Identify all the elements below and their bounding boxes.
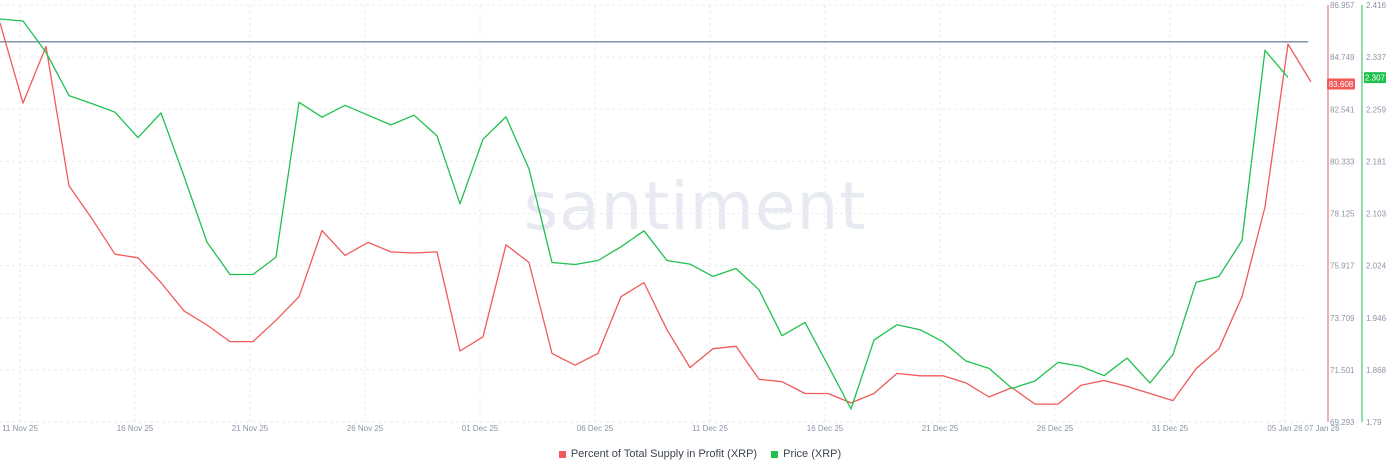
left-tick-label: 73.709 xyxy=(1330,314,1355,323)
x-tick-label: 21 Nov 25 xyxy=(232,424,269,433)
x-tick-label: 07 Jan 26 xyxy=(1304,424,1340,433)
profit-value-badge xyxy=(1327,78,1355,90)
x-tick-label: 16 Nov 25 xyxy=(117,424,154,433)
price-value-badge xyxy=(1364,72,1386,84)
x-tick-label: 06 Dec 25 xyxy=(577,424,614,433)
x-tick-label: 31 Dec 25 xyxy=(1152,424,1189,433)
legend-label-profit: Percent of Total Supply in Profit (XRP) xyxy=(570,448,758,460)
x-tick-label: 26 Dec 25 xyxy=(1037,424,1074,433)
right-tick-label: 2.337 xyxy=(1366,53,1387,62)
right-tick-label: 1.79 xyxy=(1366,418,1382,427)
x-tick-label: 01 Dec 25 xyxy=(462,424,499,433)
legend-item-profit[interactable]: Percent of Total Supply in Profit (XRP) xyxy=(558,448,758,460)
profit-series-line xyxy=(0,22,1312,405)
right-tick-label: 2.416 xyxy=(1366,1,1387,10)
left-tick-label: 80.333 xyxy=(1330,157,1355,166)
right-tick-label: 1.868 xyxy=(1366,366,1387,375)
price-value-badge-text: 2.307 xyxy=(1365,74,1386,83)
right-tick-label: 1.946 xyxy=(1366,314,1387,323)
right-tick-label: 2.024 xyxy=(1366,262,1387,271)
x-tick-label: 26 Nov 25 xyxy=(347,424,384,433)
legend-swatch-profit xyxy=(558,450,566,458)
legend-swatch-price xyxy=(771,450,779,458)
legend: Percent of Total Supply in Profit (XRP) … xyxy=(0,448,1400,460)
left-axis-ticks: 86.957 84.749 82.541 80.333 78.125 75.917 73.7… xyxy=(1330,1,1355,427)
left-tick-label: 78.125 xyxy=(1330,210,1355,219)
watermark: santiment xyxy=(524,168,866,245)
profit-value-badge-text: 83.608 xyxy=(1329,80,1354,89)
x-axis-ticks: 11 Nov 25 16 Nov 25 21 Nov 25 26 Nov 25 01 D… xyxy=(2,424,1340,433)
gridlines xyxy=(0,4,1308,423)
axes xyxy=(1327,5,1363,422)
current-value-badges: 83.608 2.307 xyxy=(1327,72,1386,90)
right-axis-ticks: 2.416 2.337 2.259 2.181 2.103 2.024 1.946 1.868… xyxy=(1366,1,1387,427)
right-tick-label: 2.103 xyxy=(1366,210,1387,219)
x-tick-label: 16 Dec 25 xyxy=(807,424,844,433)
left-tick-label: 69.293 xyxy=(1330,418,1355,427)
x-tick-label: 11 Dec 25 xyxy=(692,424,728,433)
right-tick-label: 2.181 xyxy=(1366,157,1387,166)
left-tick-label: 82.541 xyxy=(1330,105,1355,114)
left-tick-label: 86.957 xyxy=(1330,1,1355,10)
x-tick-label: 11 Nov 25 xyxy=(2,424,38,433)
left-tick-label: 84.749 xyxy=(1330,53,1355,62)
series-layer xyxy=(0,18,1312,410)
price-series-line xyxy=(0,18,1289,410)
legend-label-price: Price (XRP) xyxy=(783,448,842,460)
left-tick-label: 71.501 xyxy=(1330,366,1355,375)
x-tick-label: 21 Dec 25 xyxy=(922,424,959,433)
left-tick-label: 75.917 xyxy=(1330,262,1355,271)
x-tick-label: 05 Jan 26 xyxy=(1267,424,1303,433)
right-tick-label: 2.259 xyxy=(1366,105,1387,114)
legend-item-price[interactable]: Price (XRP) xyxy=(771,448,841,460)
